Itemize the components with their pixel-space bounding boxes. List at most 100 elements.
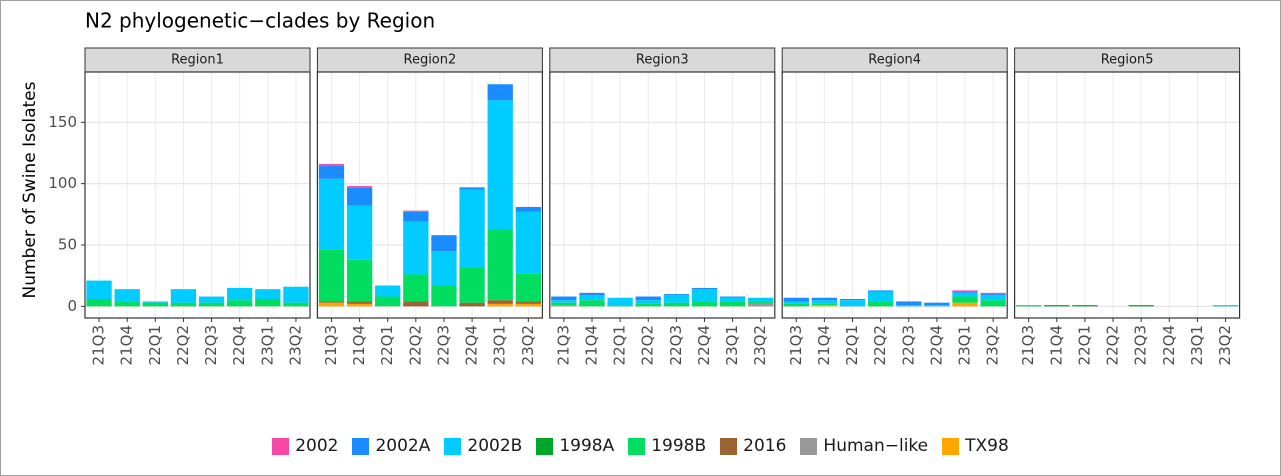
legend: 2002 2002A 2002B 1998A 1998B 2016 Human−like TX… — [0, 436, 1281, 456]
bar-segment — [839, 298, 866, 301]
strip-title: Region1 — [171, 53, 224, 68]
bar-segment — [515, 206, 541, 212]
legend-label: TX98 — [965, 436, 1009, 456]
bar-segment — [459, 187, 485, 190]
bar-segment — [839, 300, 866, 307]
bar-segment — [719, 297, 746, 302]
chart-title: N2 phylogenetic−clades by Region — [85, 9, 435, 33]
y-tick-label: 100 — [48, 174, 77, 192]
bar-segment — [114, 289, 140, 302]
bar-segment — [783, 297, 809, 302]
x-tick-label: 21Q3 — [90, 325, 108, 365]
bar-segment — [255, 289, 281, 299]
legend-label: 2002 — [295, 436, 339, 456]
strip-title: Region5 — [1101, 53, 1154, 68]
x-tick-label: 23Q2 — [751, 325, 769, 365]
x-tick-label: 22Q4 — [1160, 325, 1178, 365]
bar-segment — [980, 292, 1006, 295]
legend-item: 1998A — [536, 436, 614, 456]
x-tick-label: 23Q1 — [723, 325, 741, 365]
legend-item: 2002B — [444, 436, 522, 456]
x-tick-label: 22Q4 — [927, 325, 945, 365]
bar-segment — [431, 285, 457, 307]
bar-segment — [663, 302, 690, 307]
x-tick-label: 23Q1 — [258, 325, 276, 365]
bar-segment — [346, 259, 373, 302]
legend-label: 1998B — [651, 436, 707, 456]
x-tick-label: 21Q4 — [118, 325, 136, 365]
y-tick-label: 0 — [67, 297, 77, 315]
x-tick-label: 22Q1 — [1075, 325, 1093, 365]
panel-border — [549, 71, 776, 319]
bar-segment — [403, 301, 429, 307]
bar-segment — [198, 302, 225, 307]
bar-segment — [691, 287, 718, 290]
bar-segment — [515, 303, 541, 307]
strip-title: Region3 — [636, 53, 689, 68]
x-tick-label: 22Q4 — [230, 325, 248, 365]
bar-segment — [86, 280, 112, 299]
bar-segment — [748, 297, 774, 302]
bar-segment — [318, 302, 345, 307]
bar-segment — [1128, 305, 1154, 307]
legend-label: 2002A — [375, 436, 431, 456]
bar-segment — [811, 305, 838, 307]
bar-segment — [198, 296, 225, 303]
bar-segment — [515, 273, 541, 302]
x-tick-label: 22Q1 — [146, 325, 164, 365]
panel-background — [85, 72, 310, 318]
y-tick-label: 150 — [48, 113, 77, 131]
bar-segment — [748, 303, 774, 307]
legend-swatch — [942, 437, 960, 455]
legend-label: 2002B — [467, 436, 523, 456]
x-tick-label: 23Q2 — [519, 325, 537, 365]
x-tick-label: 21Q4 — [582, 325, 600, 365]
bar-segment — [579, 292, 605, 296]
strip — [549, 47, 776, 73]
bar-segment — [980, 300, 1006, 307]
bar-segment — [431, 235, 457, 252]
strip-title: Region2 — [404, 53, 457, 68]
legend-item: Human−like — [800, 436, 928, 456]
x-tick-label: 21Q3 — [322, 325, 340, 365]
bar-segment — [924, 302, 950, 306]
legend-label: 1998A — [559, 436, 615, 456]
x-tick-label: 21Q4 — [815, 325, 833, 365]
bar-segment — [318, 249, 345, 302]
bar-segment — [459, 302, 485, 307]
bar-segment — [811, 300, 838, 304]
bar-segment — [1072, 305, 1098, 307]
x-tick-label: 23Q2 — [984, 325, 1002, 365]
bar-segment — [867, 301, 894, 307]
bar-segment — [318, 178, 345, 250]
x-tick-label: 22Q1 — [611, 325, 629, 365]
bar-segment — [403, 274, 429, 302]
bar-segment — [551, 305, 577, 307]
bar-segment — [346, 186, 373, 188]
bar-segment — [783, 301, 809, 304]
x-tick-label: 22Q3 — [434, 325, 452, 365]
x-tick-label: 22Q3 — [667, 325, 685, 365]
bar-segment — [375, 296, 401, 307]
bar-segment — [952, 296, 978, 303]
bar-segment — [142, 301, 168, 303]
bar-segment — [403, 210, 429, 212]
panel-background — [1014, 72, 1240, 318]
panel-background — [782, 72, 1008, 318]
bar-segment — [431, 251, 457, 286]
bar-segment — [86, 298, 112, 307]
panel-background — [549, 72, 775, 318]
bar-segment — [515, 301, 541, 304]
bar-segment — [346, 303, 373, 307]
bar-segment — [952, 292, 978, 297]
x-tick-label: 22Q1 — [843, 325, 861, 365]
bar-segment — [170, 289, 197, 303]
legend-item: 2002A — [352, 436, 430, 456]
bar-segment — [635, 296, 661, 301]
x-tick-label: 22Q3 — [202, 325, 220, 365]
legend-swatch — [444, 437, 462, 455]
bar-segment — [227, 300, 253, 307]
bar-segment — [607, 297, 633, 306]
x-tick-label: 22Q2 — [174, 325, 192, 365]
bar-segment — [346, 301, 373, 304]
